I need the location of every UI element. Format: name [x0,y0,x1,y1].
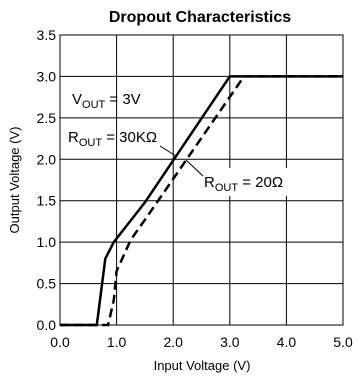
y-tick-label: 3.5 [37,27,57,43]
x-axis-label: Input Voltage (V) [154,358,251,373]
x-tick-label: 5.0 [333,334,353,350]
plot-frame [59,34,344,326]
annotation-rout-30k: ROUT = 30KΩ [68,129,157,149]
chart-title: Dropout Characteristics [109,9,291,26]
x-tick-label: 4.0 [277,334,297,350]
x-tick-label: 3.0 [220,334,240,350]
y-tick-label: 0.5 [37,276,57,292]
series-line-dashed [60,75,343,327]
annotations: VOUT = 3V ROUT = 30KΩ ROUT = 20Ω [68,91,312,196]
y-tick-label: 3.0 [37,68,57,84]
x-tick-label: 0.0 [50,334,70,350]
x-tick-label: 1.0 [107,334,127,350]
annotation-rout-20: ROUT = 20Ω [204,174,283,194]
y-tick-label: 0.0 [37,317,57,333]
annotation-vout: VOUT = 3V [72,91,141,111]
y-axis-label: Output Voltage (V) [7,127,22,234]
y-tick-label: 1.5 [37,193,57,209]
y-tick-label: 2.0 [37,151,57,167]
y-tick-label: 1.0 [37,234,57,250]
annotation-leader-30k [159,145,177,157]
y-tick-label: 2.5 [37,110,57,126]
x-tick-label: 2.0 [163,334,183,350]
annotation-bg-rout-20 [200,168,312,196]
annotation-leader-20 [185,159,204,177]
tick-labels: 0.0 1.0 2.0 3.0 4.0 5.0 0.0 0.5 1.0 1.5 2.0 2.5 3.0 3… [37,27,353,350]
